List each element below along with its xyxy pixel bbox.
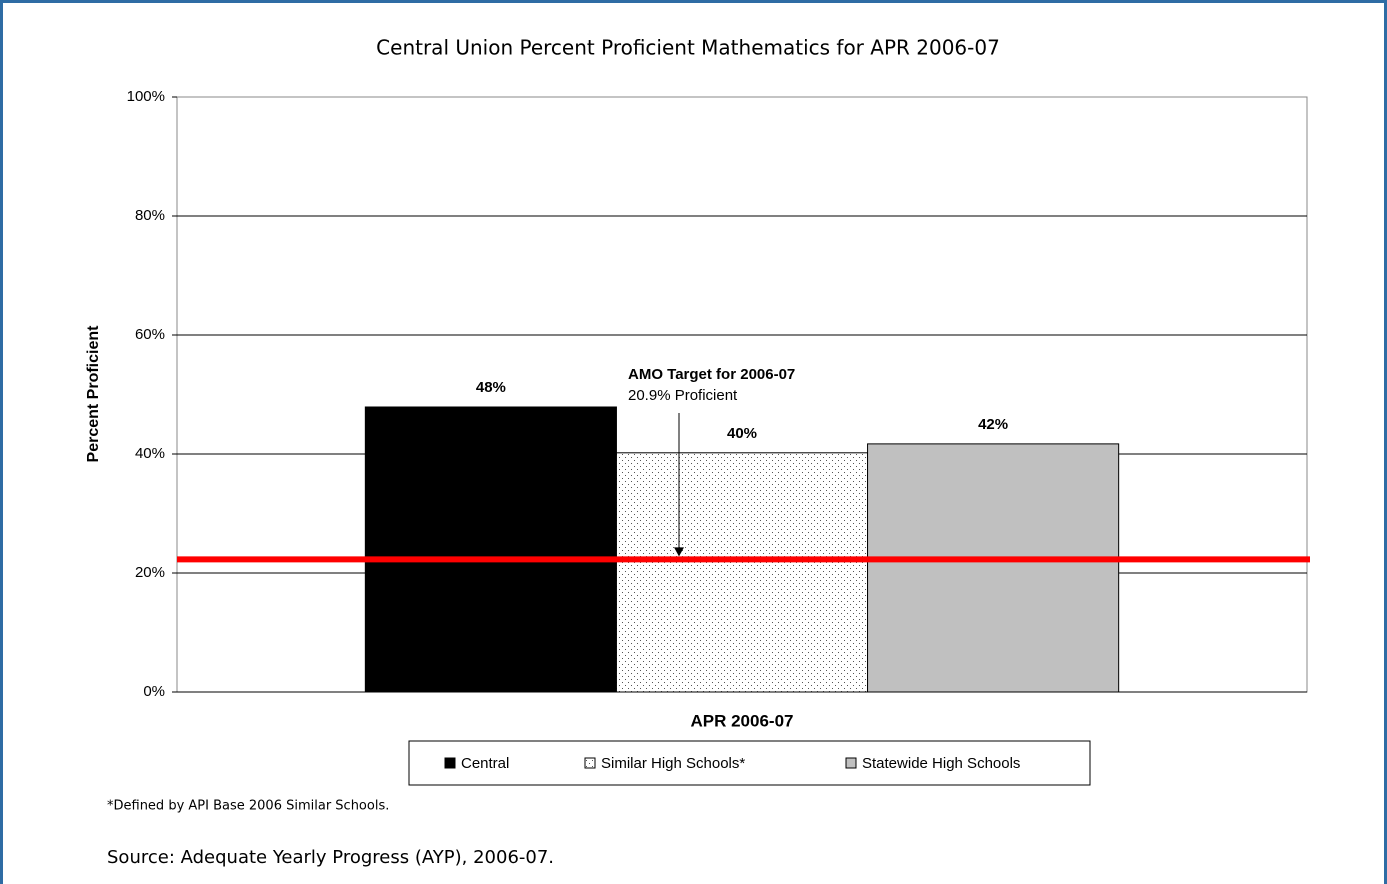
data-label: 42% [978, 416, 1008, 433]
legend [408, 740, 1091, 786]
legend-label: Central [461, 755, 509, 772]
chart-title: Central Union Percent Proficient Mathema… [376, 36, 1000, 60]
y-tick-label: 20% [135, 564, 165, 581]
footnote: *Defined by API Base 2006 Similar School… [107, 799, 389, 814]
y-tick-label: 60% [135, 326, 165, 343]
y-tick-label: 0% [143, 683, 165, 700]
legend-label: Similar High Schools* [601, 755, 745, 772]
bar [364, 406, 617, 693]
legend-label: Statewide High Schools [862, 755, 1020, 772]
bar [615, 452, 869, 693]
data-label: 48% [476, 379, 506, 396]
legend-swatch [444, 757, 456, 769]
y-tick-label: 80% [135, 207, 165, 224]
source: Source: Adequate Yearly Progress (AYP), … [107, 847, 554, 868]
legend-swatch [845, 757, 857, 769]
bar [867, 443, 1120, 693]
legend-swatch [584, 757, 596, 769]
y-tick-label: 40% [135, 445, 165, 462]
arrow-head [674, 547, 684, 557]
data-label: 40% [727, 425, 757, 442]
x-tick-label: APR 2006-07 [690, 711, 793, 730]
annotation-text: 20.9% Proficient [628, 387, 738, 404]
annotation-title: AMO Target for 2006-07 [628, 366, 795, 383]
y-axis-label: Percent Proficient [85, 325, 102, 463]
y-tick-label: 100% [127, 88, 165, 105]
